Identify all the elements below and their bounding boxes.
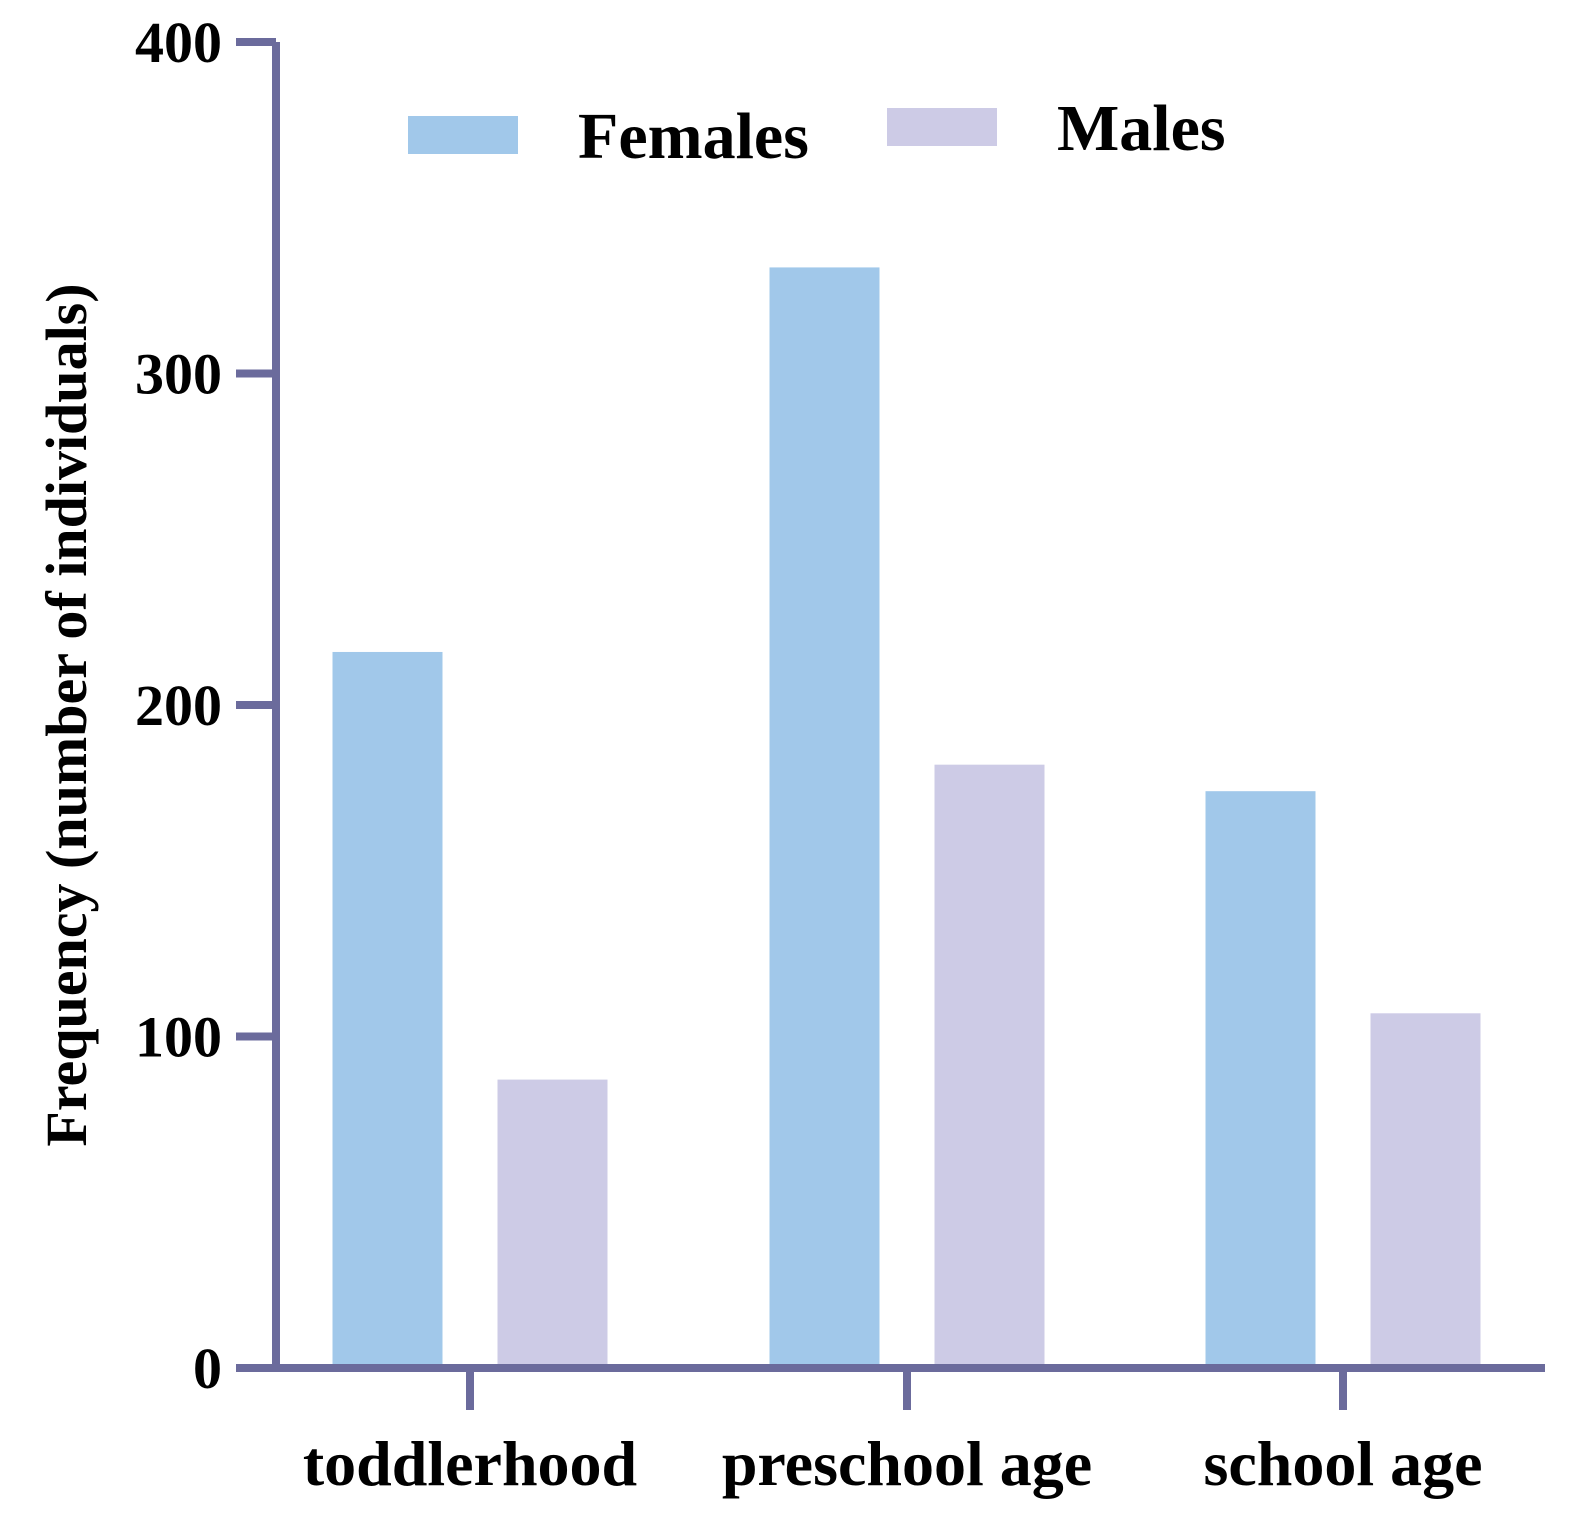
axes <box>272 42 1545 1372</box>
y-tick-label: 300 <box>135 342 222 407</box>
bar-males-preschool-age <box>934 764 1045 1368</box>
x-tick-label: toddlerhood <box>303 1428 637 1499</box>
y-ticks: 0 100 200 300 400 <box>135 10 276 1401</box>
bar-females-toddlerhood <box>332 651 443 1368</box>
y-axis-title-group: Frequency (number of individuals) <box>34 283 99 1146</box>
legend-label-males: Males <box>1057 92 1226 165</box>
bar-females-school-age <box>1205 791 1316 1368</box>
bars <box>332 267 1481 1368</box>
y-axis-title: Frequency (number of individuals) <box>34 283 99 1146</box>
y-tick-label: 0 <box>193 1336 222 1401</box>
x-tick-label: preschool age <box>722 1428 1092 1499</box>
y-tick-label: 100 <box>135 1005 222 1070</box>
x-ticks: toddlerhood preschool age school age <box>303 1368 1483 1499</box>
bar-females-preschool-age <box>769 267 880 1368</box>
bar-males-school-age <box>1370 1013 1481 1368</box>
x-tick-label: school age <box>1203 1428 1482 1499</box>
legend: Females Males <box>408 92 1226 173</box>
bar-males-toddlerhood <box>497 1079 608 1368</box>
y-tick-label: 200 <box>135 673 222 738</box>
legend-label-females: Females <box>578 100 809 173</box>
y-tick-label: 400 <box>135 10 222 75</box>
legend-swatch-males <box>887 108 997 146</box>
legend-swatch-females <box>408 116 518 154</box>
